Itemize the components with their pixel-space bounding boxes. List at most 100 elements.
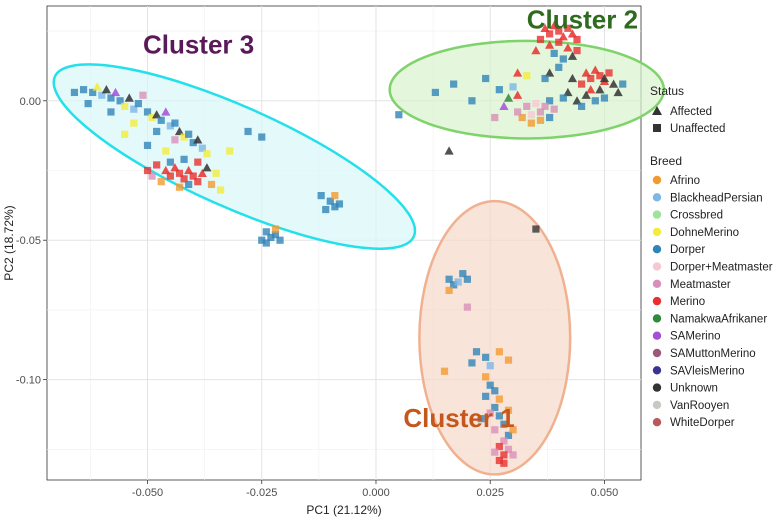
point-affected xyxy=(590,65,600,74)
legend-status-label: Unaffected xyxy=(670,123,725,135)
point-unaffected xyxy=(491,113,499,122)
point-unaffected xyxy=(185,130,193,138)
point-unaffected xyxy=(79,86,88,94)
point-unaffected xyxy=(578,102,586,110)
cluster-labels: Cluster 1 Cluster 2 Cluster 3 xyxy=(143,4,638,433)
point-unaffected xyxy=(116,97,124,105)
point-unaffected xyxy=(226,147,234,155)
point-unaffected xyxy=(495,456,503,465)
point-unaffected xyxy=(504,431,513,439)
point-unaffected xyxy=(578,80,586,88)
point-unaffected xyxy=(335,200,344,208)
legend-breed-symbol xyxy=(652,296,662,306)
point-affected xyxy=(563,43,573,52)
point-unaffected xyxy=(591,97,599,105)
point-unaffected xyxy=(148,113,156,122)
point-unaffected xyxy=(532,99,540,108)
point-unaffected xyxy=(491,387,499,395)
point-affected xyxy=(563,87,573,97)
point-unaffected xyxy=(605,69,613,77)
point-unaffected xyxy=(500,420,508,428)
point-unaffected xyxy=(258,236,266,244)
cluster-label-3: Cluster 3 xyxy=(143,29,254,59)
point-affected xyxy=(202,163,212,172)
point-unaffected xyxy=(500,451,508,459)
point-unaffected xyxy=(185,180,193,189)
point-affected xyxy=(110,87,121,97)
point-unaffected xyxy=(258,133,266,141)
point-unaffected xyxy=(189,139,197,147)
point-unaffected xyxy=(450,281,458,289)
point-affected xyxy=(613,87,623,97)
point-unaffected xyxy=(573,35,581,44)
point-affected xyxy=(545,40,555,49)
point-unaffected xyxy=(500,459,508,467)
point-unaffected xyxy=(482,373,490,381)
point-unaffected xyxy=(495,412,503,420)
legend-breed-symbol xyxy=(652,314,662,323)
point-unaffected xyxy=(203,150,211,158)
point-unaffected xyxy=(482,74,490,83)
point-unaffected xyxy=(546,30,554,38)
point-unaffected xyxy=(536,35,545,44)
point-unaffected xyxy=(70,88,79,97)
legend-breed-symbol xyxy=(652,279,662,288)
point-unaffected xyxy=(600,94,609,102)
point-unaffected xyxy=(463,303,471,311)
point-unaffected xyxy=(271,225,280,233)
point-unaffected xyxy=(262,239,270,247)
y-tick-label: -0.05 xyxy=(16,235,41,247)
point-unaffected xyxy=(326,197,334,205)
point-unaffected xyxy=(459,270,467,278)
point-unaffected xyxy=(514,108,522,116)
legend-breed-label: WhiteDorper xyxy=(670,417,735,429)
y-tick-label: -0.10 xyxy=(16,375,41,387)
cluster-ellipse-1 xyxy=(418,199,572,476)
point-unaffected xyxy=(157,178,165,186)
x-tick-label: 0.000 xyxy=(362,487,390,499)
point-unaffected xyxy=(468,97,476,105)
point-unaffected xyxy=(495,442,503,451)
point-affected xyxy=(581,90,591,99)
point-unaffected xyxy=(207,180,216,189)
point-unaffected xyxy=(486,381,494,389)
point-unaffected xyxy=(189,172,197,180)
point-unaffected xyxy=(596,72,604,80)
point-unaffected xyxy=(482,392,490,400)
legend-breed-label: Unknown xyxy=(670,383,718,395)
point-unaffected xyxy=(139,91,147,99)
point-affected xyxy=(608,79,619,88)
point-unaffected xyxy=(166,172,174,180)
legend-breed-label: Dorper+Meatmaster xyxy=(670,262,773,274)
point-unaffected xyxy=(121,130,129,138)
point-unaffected xyxy=(504,445,513,453)
point-unaffected xyxy=(130,105,138,113)
legend-breed-symbol xyxy=(652,418,662,427)
legend-breed-symbol xyxy=(652,331,662,340)
point-unaffected xyxy=(555,27,563,35)
legend-breed-label: BlackheadPersian xyxy=(670,192,763,204)
point-unaffected xyxy=(523,102,531,110)
legend-affected-symbol xyxy=(652,106,662,115)
point-unaffected xyxy=(486,409,494,417)
point-unaffected xyxy=(550,49,558,57)
point-affected xyxy=(92,82,102,91)
point-unaffected xyxy=(395,111,403,119)
point-unaffected xyxy=(541,74,549,83)
point-unaffected xyxy=(518,113,526,122)
point-unaffected xyxy=(555,63,563,71)
point-unaffected xyxy=(523,72,531,80)
point-unaffected xyxy=(162,147,170,155)
point-unaffected xyxy=(171,119,179,127)
point-unaffected xyxy=(491,426,499,434)
point-unaffected xyxy=(317,192,325,200)
point-unaffected xyxy=(143,166,152,175)
legend-breed-label: Meatmaster xyxy=(670,279,731,291)
point-unaffected xyxy=(541,102,549,110)
point-affected xyxy=(197,168,207,177)
legend: Status Affected Unaffected Breed Afrino Black… xyxy=(650,84,773,429)
legend-breed-label: SAMerino xyxy=(670,331,721,343)
point-unaffected xyxy=(180,155,188,163)
point-unaffected xyxy=(244,127,252,136)
